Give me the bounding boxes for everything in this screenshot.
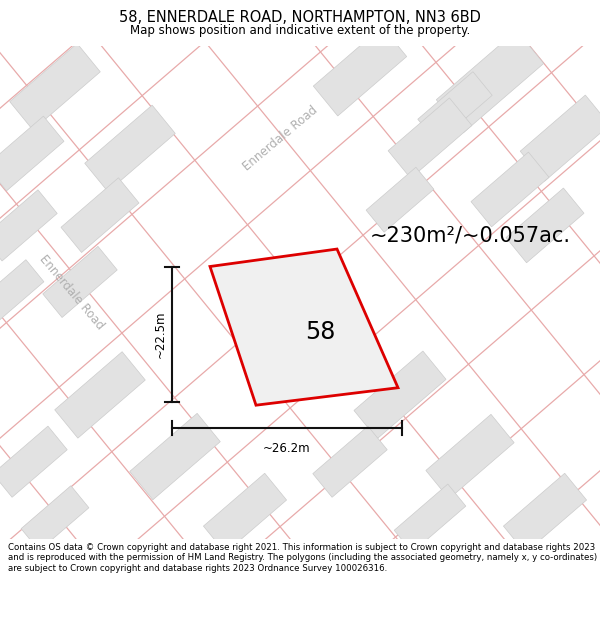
Polygon shape (313, 27, 407, 116)
Polygon shape (388, 98, 472, 178)
Text: 58: 58 (305, 320, 335, 344)
Polygon shape (520, 95, 600, 181)
Polygon shape (503, 473, 587, 553)
Polygon shape (0, 116, 64, 191)
Polygon shape (85, 105, 175, 192)
Polygon shape (394, 484, 466, 552)
Polygon shape (130, 413, 220, 500)
Polygon shape (366, 168, 434, 232)
Polygon shape (471, 152, 549, 227)
Polygon shape (436, 31, 544, 132)
Polygon shape (210, 249, 398, 405)
Polygon shape (55, 352, 145, 438)
Polygon shape (418, 72, 492, 143)
Text: Contains OS data © Crown copyright and database right 2021. This information is : Contains OS data © Crown copyright and d… (8, 542, 597, 572)
Polygon shape (10, 44, 100, 130)
Text: Ennerdale Road: Ennerdale Road (37, 253, 107, 332)
Polygon shape (506, 188, 584, 262)
Text: Map shows position and indicative extent of the property.: Map shows position and indicative extent… (130, 24, 470, 38)
Polygon shape (354, 351, 446, 439)
Polygon shape (313, 426, 387, 498)
Text: ~22.5m: ~22.5m (154, 311, 167, 358)
Text: ~26.2m: ~26.2m (263, 442, 311, 455)
Polygon shape (203, 473, 287, 553)
Text: Ennerdale Road: Ennerdale Road (240, 103, 320, 173)
Text: ~230m²/~0.057ac.: ~230m²/~0.057ac. (370, 226, 571, 246)
Polygon shape (0, 260, 44, 324)
Polygon shape (43, 246, 117, 318)
Polygon shape (0, 190, 57, 261)
Polygon shape (426, 414, 514, 499)
Polygon shape (61, 177, 139, 252)
Polygon shape (21, 486, 89, 551)
Polygon shape (0, 426, 67, 498)
Text: 58, ENNERDALE ROAD, NORTHAMPTON, NN3 6BD: 58, ENNERDALE ROAD, NORTHAMPTON, NN3 6BD (119, 10, 481, 25)
